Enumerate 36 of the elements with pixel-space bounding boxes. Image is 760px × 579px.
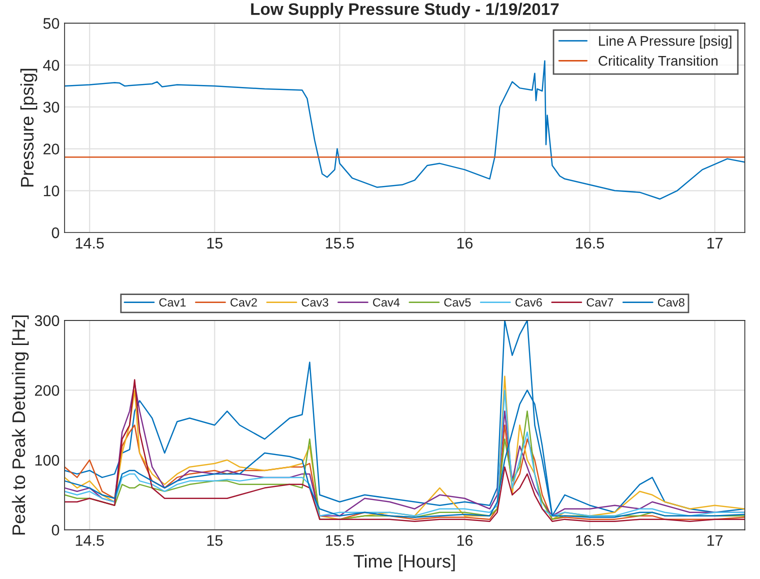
x-tick-label: 14.5 bbox=[76, 535, 104, 546]
legend-label: Cav4 bbox=[373, 298, 400, 307]
legend-label: Cav8 bbox=[658, 298, 684, 307]
y-tick-label: 40 bbox=[43, 60, 60, 71]
x-tick-label: 15 bbox=[207, 238, 222, 249]
legend-label: Cav3 bbox=[302, 298, 328, 307]
y-tick-label: 100 bbox=[35, 454, 60, 466]
x-tick-label: 16 bbox=[457, 535, 473, 546]
y-tick-label: 20 bbox=[44, 144, 60, 154]
legend-label: Cav5 bbox=[444, 298, 471, 307]
y-tick-label: 0 bbox=[52, 227, 60, 238]
x-tick-label: 14.5 bbox=[76, 238, 104, 249]
y-tick-label: 10 bbox=[44, 186, 60, 196]
x-tick-label: 15.5 bbox=[326, 238, 354, 249]
x-axis-title: Time [Hours] bbox=[354, 554, 455, 572]
y-tick-label: 50 bbox=[43, 18, 60, 29]
y-axis-title: Pressure [psig] bbox=[20, 68, 38, 187]
y-axis-title: Peak to Peak Detuning [Hz] bbox=[12, 315, 29, 535]
x-tick-label: 16 bbox=[457, 238, 473, 249]
x-tick-label: 17 bbox=[707, 238, 723, 248]
y-tick-label: 30 bbox=[43, 102, 60, 113]
x-tick-label: 16.5 bbox=[576, 238, 604, 249]
x-tick-label: 17 bbox=[707, 535, 723, 546]
x-tick-label: 16.5 bbox=[576, 535, 604, 546]
y-tick-label: 200 bbox=[35, 385, 60, 396]
legend-label: Cav6 bbox=[515, 298, 542, 307]
legend-label: Cav1 bbox=[159, 298, 186, 307]
x-tick-label: 15 bbox=[207, 535, 222, 546]
legend-label: Line A Pressure [psig] bbox=[599, 36, 732, 49]
legend-label: Cav2 bbox=[230, 298, 257, 307]
legend-label: Cav7 bbox=[586, 298, 614, 307]
y-tick-label: 0 bbox=[52, 524, 60, 536]
x-tick-label: 15.5 bbox=[326, 535, 354, 546]
legend-label: Criticality Transition bbox=[598, 56, 718, 68]
chart-title: Low Supply Pressure Study - 1/19/2017 bbox=[251, 2, 559, 18]
y-tick-label: 300 bbox=[34, 315, 60, 326]
